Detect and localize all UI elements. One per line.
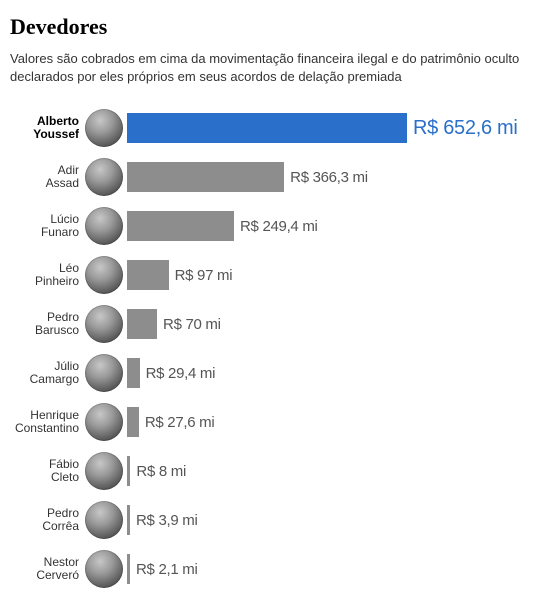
- bar-area: R$ 8 mi: [127, 451, 540, 491]
- person-avatar: [85, 158, 123, 196]
- bar-area: R$ 3,9 mi: [127, 500, 540, 540]
- bar-value-label: R$ 8 mi: [136, 463, 186, 480]
- bar: [127, 260, 169, 290]
- bar: [127, 505, 130, 535]
- person-name: FábioCleto: [10, 458, 85, 486]
- bar-value-label: R$ 249,4 mi: [240, 218, 318, 235]
- chart-row: HenriqueConstantino R$ 27,6 mi: [10, 402, 540, 442]
- chart-row: NestorCerveró R$ 2,1 mi: [10, 549, 540, 589]
- person-name: PedroCorrêa: [10, 507, 85, 535]
- chart-row: PedroCorrêa R$ 3,9 mi: [10, 500, 540, 540]
- chart-row: LéoPinheiro R$ 97 mi: [10, 255, 540, 295]
- person-name: LúcioFunaro: [10, 213, 85, 241]
- person-avatar: [85, 550, 123, 588]
- bar-value-label: R$ 70 mi: [163, 316, 221, 333]
- person-name: PedroBarusco: [10, 311, 85, 339]
- person-avatar: [85, 354, 123, 392]
- bar: [127, 554, 130, 584]
- chart-row: AdirAssad R$ 366,3 mi: [10, 157, 540, 197]
- bar-value-label: R$ 2,1 mi: [136, 561, 198, 578]
- bar-area: R$ 29,4 mi: [127, 353, 540, 393]
- bar: [127, 456, 130, 486]
- chart-title: Devedores: [10, 14, 540, 40]
- person-avatar: [85, 207, 123, 245]
- bar-area: R$ 70 mi: [127, 304, 540, 344]
- bar-value-label: R$ 366,3 mi: [290, 169, 368, 186]
- person-name: HenriqueConstantino: [10, 409, 85, 437]
- person-name: AlbertoYoussef: [10, 115, 85, 143]
- chart-row: FábioCleto R$ 8 mi: [10, 451, 540, 491]
- bar: [127, 113, 407, 143]
- bar-value-label: R$ 3,9 mi: [136, 512, 198, 529]
- bar: [127, 211, 234, 241]
- chart-row: LúcioFunaro R$ 249,4 mi: [10, 206, 540, 246]
- chart-row: AlbertoYoussef R$ 652,6 mi: [10, 108, 540, 148]
- bar: [127, 162, 284, 192]
- bar-value-label: R$ 27,6 mi: [145, 414, 215, 431]
- bar-value-label: R$ 652,6 mi: [413, 117, 518, 140]
- debtors-bar-chart: AlbertoYoussef R$ 652,6 mi AdirAssad R$ 366…: [10, 108, 540, 589]
- person-name: NestorCerveró: [10, 556, 85, 584]
- bar-area: R$ 2,1 mi: [127, 549, 540, 589]
- bar-area: R$ 27,6 mi: [127, 402, 540, 442]
- bar: [127, 358, 140, 388]
- person-avatar: [85, 109, 123, 147]
- chart-row: PedroBarusco R$ 70 mi: [10, 304, 540, 344]
- bar-area: R$ 652,6 mi: [127, 108, 540, 148]
- chart-subtitle: Valores são cobrados em cima da moviment…: [10, 50, 540, 86]
- person-avatar: [85, 403, 123, 441]
- bar: [127, 407, 139, 437]
- person-avatar: [85, 305, 123, 343]
- bar: [127, 309, 157, 339]
- bar-area: R$ 97 mi: [127, 255, 540, 295]
- bar-value-label: R$ 97 mi: [175, 267, 233, 284]
- person-name: LéoPinheiro: [10, 262, 85, 290]
- bar-area: R$ 249,4 mi: [127, 206, 540, 246]
- person-avatar: [85, 452, 123, 490]
- person-avatar: [85, 256, 123, 294]
- person-name: AdirAssad: [10, 164, 85, 192]
- chart-row: JúlioCamargo R$ 29,4 mi: [10, 353, 540, 393]
- person-avatar: [85, 501, 123, 539]
- bar-value-label: R$ 29,4 mi: [146, 365, 216, 382]
- bar-area: R$ 366,3 mi: [127, 157, 540, 197]
- person-name: JúlioCamargo: [10, 360, 85, 388]
